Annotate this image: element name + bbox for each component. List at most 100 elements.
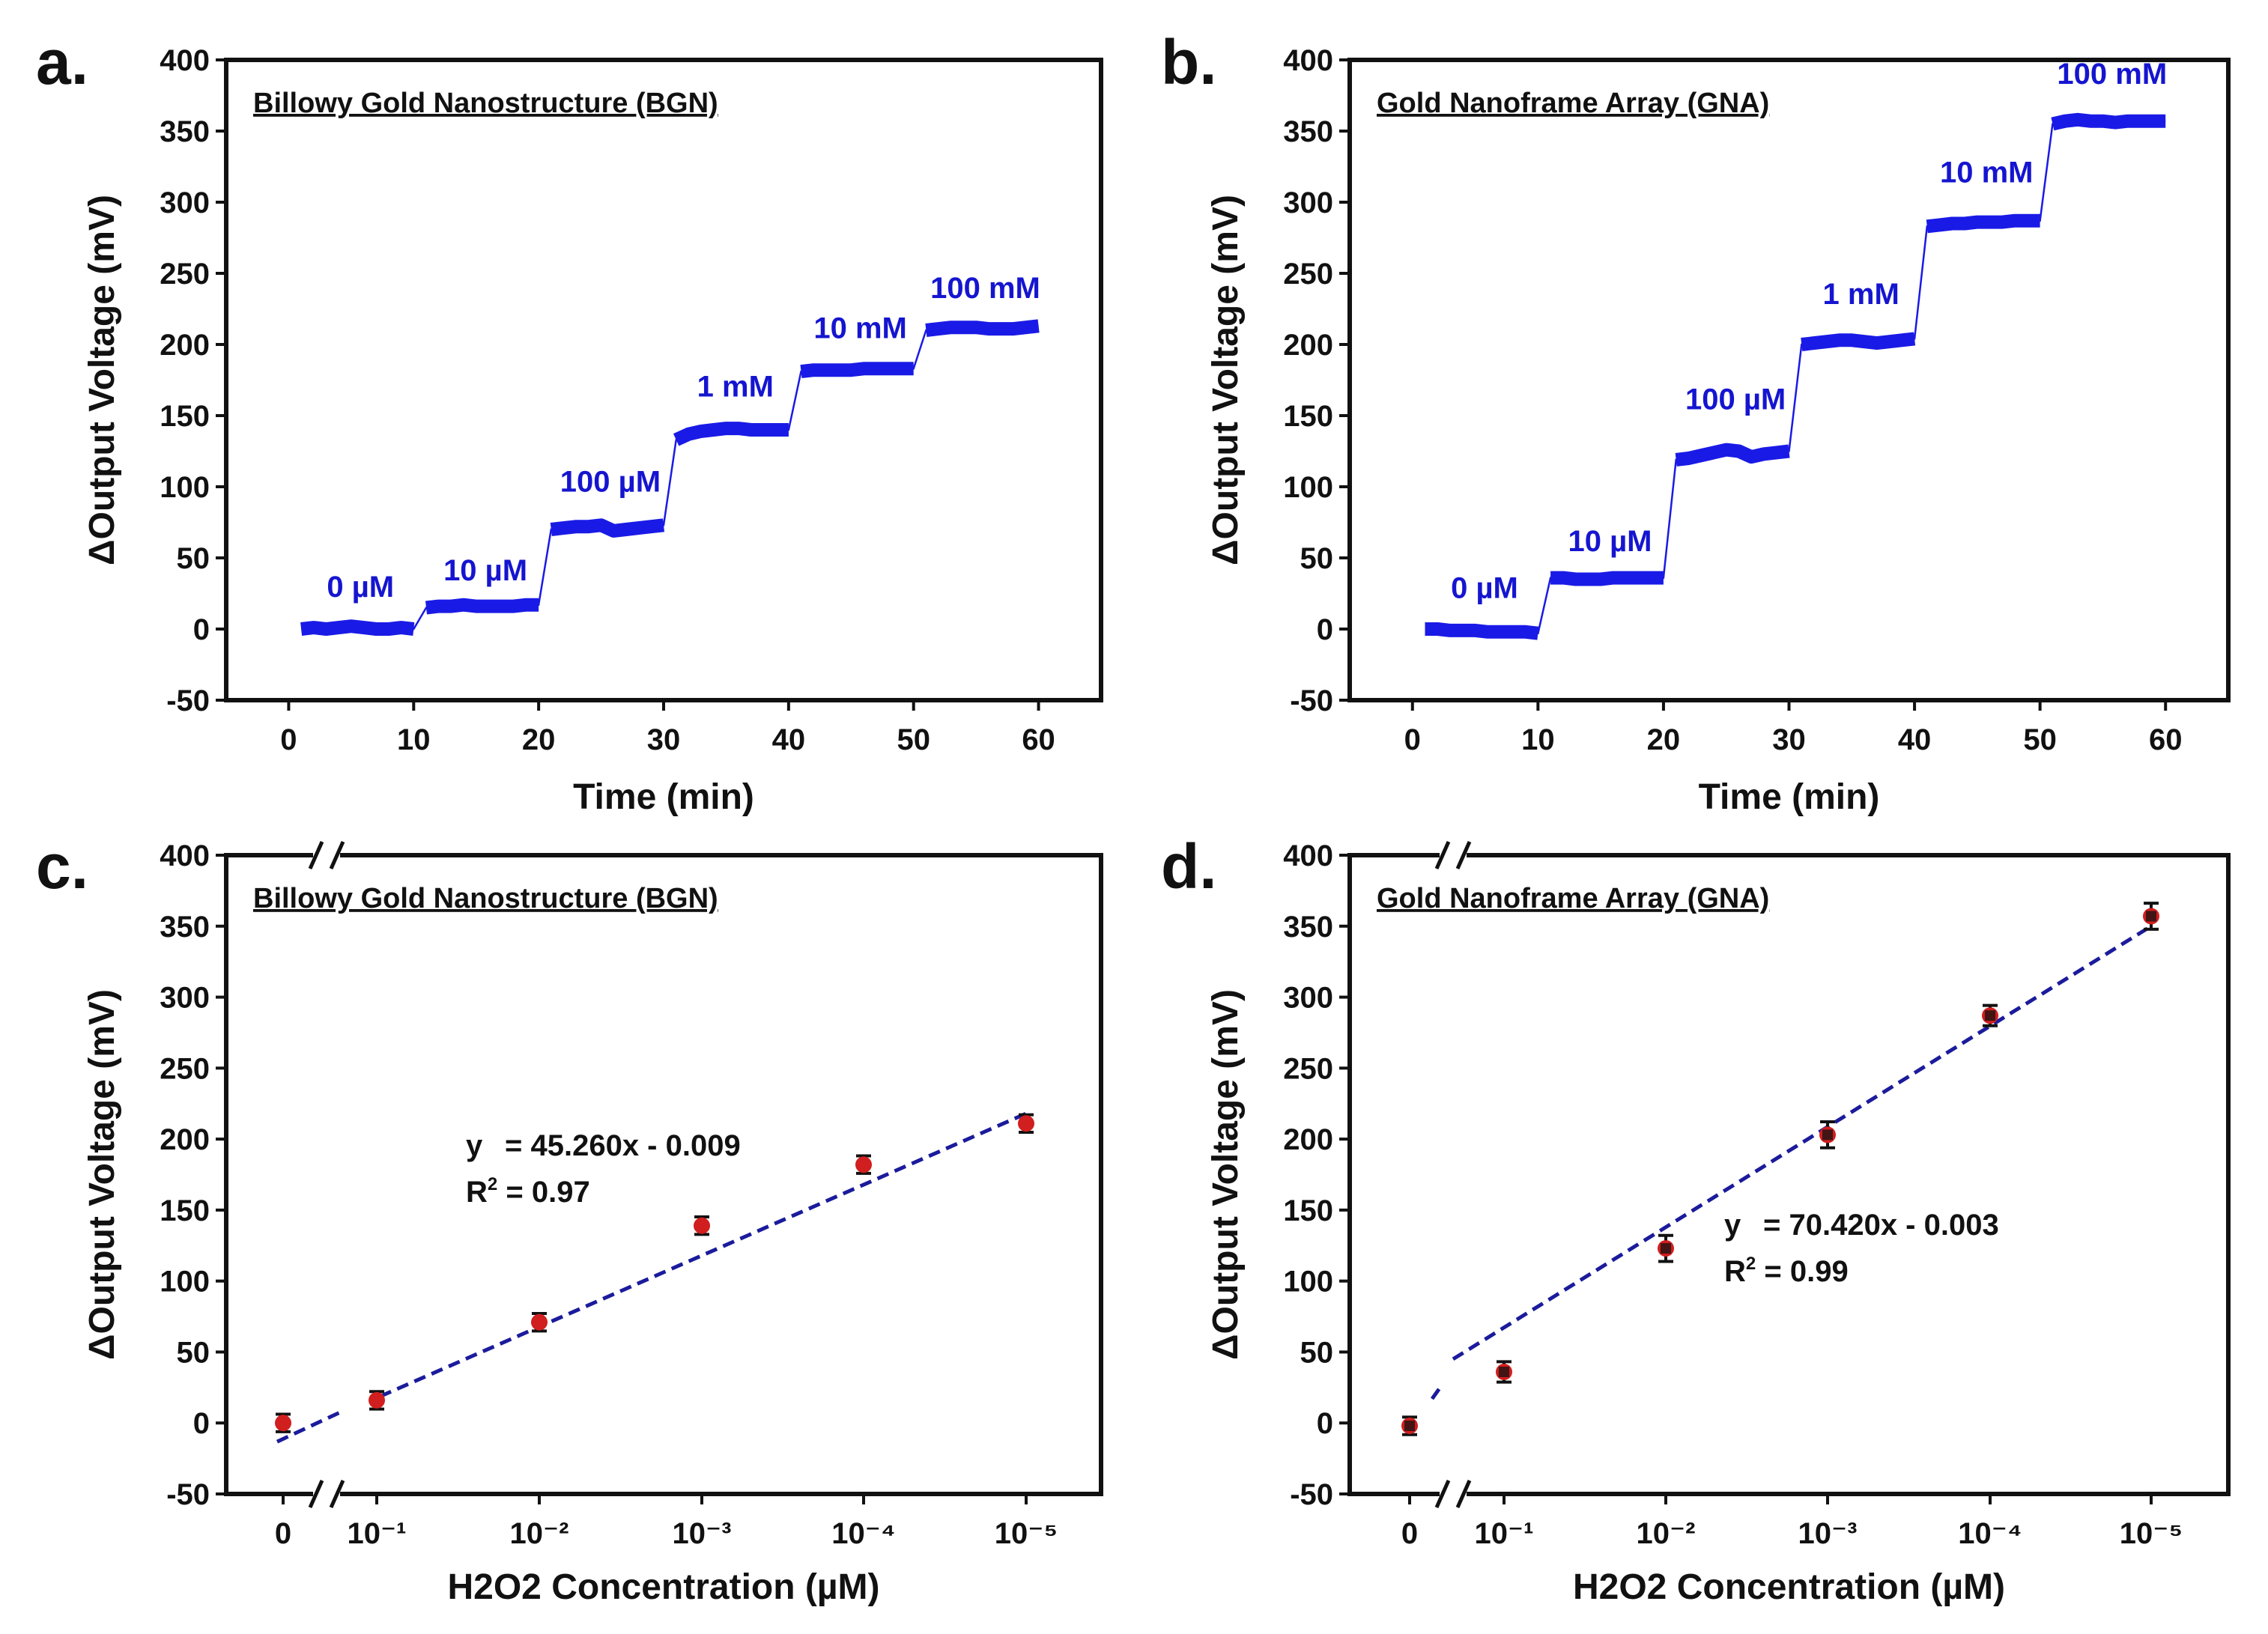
panel-c: c. -50 0 50 100 150 200 250 300 350 400 ΔOutput Vol… [36, 831, 1103, 1607]
y-tick-label: 100 [160, 1266, 210, 1299]
x-tick-label: 10⁻³ [673, 1517, 732, 1550]
y-tick-label: 250 [160, 1052, 210, 1085]
y-tick-label: -50 [166, 684, 210, 717]
y-tick-label: 400 [1283, 44, 1333, 77]
step-label: 100 µM [560, 466, 661, 499]
step-label: 100 µM [1685, 383, 1786, 416]
y-tick-label: 0 [193, 613, 210, 646]
y-tick-label: 100 [1283, 1266, 1333, 1299]
data-point [855, 1154, 872, 1175]
data-point [1658, 1233, 1674, 1263]
data-marker-square [1661, 1243, 1671, 1254]
axis-break-mark [1434, 1479, 1451, 1509]
y-tick-label: -50 [1290, 684, 1333, 717]
x-tick-label: 10⁻⁵ [995, 1517, 1058, 1550]
x-tick-label: 10 [397, 723, 431, 756]
y-tick-label: 200 [1283, 329, 1333, 362]
data-marker [275, 1415, 291, 1432]
plot-frame [1347, 853, 2231, 1496]
y-tick-label: 150 [160, 1194, 210, 1227]
step-label: 100 mM [930, 272, 1040, 305]
x-tick-label: 10⁻¹ [348, 1517, 407, 1550]
step-label: 0 µM [1451, 572, 1518, 605]
y-tick-label: -50 [1290, 1478, 1333, 1511]
x-axis-title: H2O2 Concentration (µM) [1573, 1567, 2005, 1607]
x-tick-label: 60 [2149, 723, 2183, 756]
data-point [1819, 1120, 1836, 1149]
y-tick-label: 300 [160, 982, 210, 1015]
x-tick-label: 40 [772, 723, 806, 756]
x-tick-label: 30 [1772, 723, 1806, 756]
y-tick-label: 250 [1283, 1052, 1333, 1085]
step-segment [2051, 112, 2166, 131]
x-tick-label: 20 [1647, 723, 1681, 756]
step-segment [550, 518, 665, 538]
y-tick-label: 50 [1300, 542, 1334, 575]
step-segment [800, 362, 914, 379]
y-tick-label: 100 [160, 471, 210, 504]
x-tick-label: 0 [280, 723, 297, 756]
axis-break-mark [1455, 840, 1472, 870]
equation-text: = 70.420x - 0.003 [1763, 1209, 1999, 1242]
data-point [1018, 1113, 1034, 1134]
x-tick-label: 10⁻³ [1798, 1517, 1858, 1550]
step-segment [425, 598, 539, 615]
panel-title: Gold Nanoframe Array (GNA) [1377, 88, 1769, 119]
panel-d: d. -50 0 50 100 150 200 250 300 350 400 ΔOutput Vol… [1161, 831, 2231, 1607]
data-marker [369, 1391, 385, 1409]
equation-y: y [466, 1129, 483, 1162]
y-tick-label: 350 [1283, 911, 1333, 944]
x-tick-label: 30 [647, 723, 681, 756]
x-tick-label: 20 [522, 723, 556, 756]
x-tick-label: 40 [1898, 723, 1932, 756]
axis-break-mark [1455, 1479, 1472, 1509]
y-tick-label: 150 [1283, 1194, 1333, 1227]
y-tick-label: 300 [1283, 982, 1333, 1015]
step-label: 0 µM [327, 571, 394, 604]
step-label: 10 µM [1568, 525, 1652, 558]
axis-break-mark [329, 840, 345, 870]
step-segment [1675, 443, 1790, 467]
trace-line [300, 325, 1039, 631]
y-tick-label: 200 [1283, 1123, 1333, 1156]
y-tick-label: 0 [193, 1407, 210, 1440]
data-marker-square [1404, 1421, 1415, 1432]
data-marker [1018, 1115, 1034, 1132]
y-tick-label: 400 [1283, 839, 1333, 872]
data-point [369, 1390, 385, 1411]
y-tick-label: 350 [1283, 115, 1333, 148]
data-marker-square [1985, 1010, 1995, 1021]
step-label: 1 mM [1823, 278, 1899, 311]
y-tick-label: 200 [160, 329, 210, 362]
y-tick-label: 50 [177, 1336, 210, 1369]
y-axis-title: ΔOutput Voltage (mV) [82, 989, 122, 1360]
fit-line [379, 1111, 1028, 1399]
x-tick-label: 10⁻⁴ [831, 1517, 895, 1550]
fit-equation: y = 70.420x - 0.003 R2 = 0.99 [1724, 1209, 1999, 1288]
y-tick-label: 50 [177, 542, 210, 575]
x-tick-label: 10⁻⁵ [2120, 1517, 2183, 1550]
r-squared: R2 = 0.97 [466, 1174, 590, 1209]
x-tick-label: 10⁻¹ [1475, 1517, 1534, 1550]
y-axis-title: ΔOutput Voltage (mV) [82, 195, 122, 565]
panel-label: a. [36, 27, 88, 97]
data-marker-square [1822, 1129, 1833, 1141]
step-label: 10 mM [1940, 156, 2034, 189]
data-point [2143, 902, 2159, 931]
data-marker [855, 1156, 872, 1173]
r-squared: R2 = 0.99 [1724, 1254, 1849, 1288]
data-point [694, 1215, 710, 1236]
step-label: 1 mM [697, 371, 774, 404]
y-tick-label: 0 [1317, 613, 1333, 646]
data-marker-square [1499, 1366, 1509, 1377]
y-tick-label: 250 [160, 258, 210, 291]
x-tick-label: 0 [1401, 1517, 1418, 1550]
step-label: 10 µM [443, 554, 527, 587]
x-tick-label: 50 [897, 723, 930, 756]
y-tick-label: 50 [1300, 1336, 1334, 1369]
x-tick-label: 10⁻² [1637, 1517, 1696, 1550]
equation-text: = 45.260x - 0.009 [505, 1129, 741, 1162]
y-tick-label: 400 [160, 44, 210, 77]
axis-break-mark [308, 1479, 324, 1509]
